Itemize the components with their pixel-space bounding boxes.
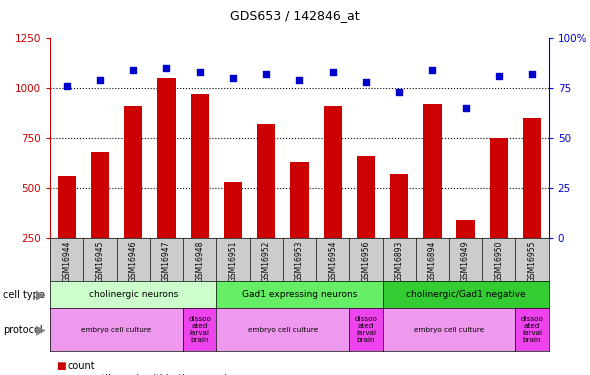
- Point: [261, 70, 271, 76]
- Text: GSM16945: GSM16945: [96, 240, 104, 282]
- Text: GSM16944: GSM16944: [63, 240, 71, 282]
- Point: [494, 73, 504, 79]
- Text: GSM16955: GSM16955: [527, 240, 536, 282]
- Bar: [91, 152, 109, 288]
- Point: [394, 88, 404, 94]
- Bar: [257, 124, 276, 288]
- Text: GSM16948: GSM16948: [195, 240, 204, 282]
- Text: GSM16952: GSM16952: [262, 240, 271, 282]
- Point: [62, 82, 71, 88]
- Text: GDS653 / 142846_at: GDS653 / 142846_at: [230, 9, 360, 22]
- Text: embryo cell culture: embryo cell culture: [81, 327, 152, 333]
- Bar: [357, 156, 375, 288]
- Bar: [224, 182, 242, 288]
- Text: dissoo
ated
larval
brain: dissoo ated larval brain: [355, 316, 378, 344]
- Text: embryo cell culture: embryo cell culture: [414, 327, 484, 333]
- Text: embryo cell culture: embryo cell culture: [248, 327, 318, 333]
- Point: [195, 69, 205, 75]
- Text: cholinergic/Gad1 negative: cholinergic/Gad1 negative: [406, 290, 526, 299]
- Bar: [523, 118, 541, 288]
- Point: [428, 67, 437, 73]
- Bar: [58, 176, 76, 288]
- Text: GSM16956: GSM16956: [362, 240, 371, 282]
- Text: ▶: ▶: [37, 323, 46, 336]
- Point: [328, 69, 337, 75]
- Bar: [423, 104, 441, 288]
- Bar: [191, 94, 209, 288]
- Bar: [323, 106, 342, 288]
- Text: cell type: cell type: [3, 290, 45, 300]
- Point: [361, 79, 371, 85]
- Bar: [158, 78, 176, 288]
- Point: [96, 76, 105, 82]
- Text: cholinergic neurons: cholinergic neurons: [88, 290, 178, 299]
- Point: [129, 67, 138, 73]
- Text: ■: ■: [56, 362, 66, 371]
- Bar: [290, 162, 309, 288]
- Bar: [390, 174, 408, 288]
- Bar: [490, 138, 508, 288]
- Text: GSM16949: GSM16949: [461, 240, 470, 282]
- Point: [527, 70, 537, 76]
- Text: count: count: [68, 362, 96, 371]
- Text: GSM16953: GSM16953: [295, 240, 304, 282]
- Point: [461, 105, 470, 111]
- Text: GSM16893: GSM16893: [395, 240, 404, 282]
- Bar: [124, 106, 142, 288]
- Text: GSM16947: GSM16947: [162, 240, 171, 282]
- Bar: [457, 220, 475, 288]
- Text: GSM16951: GSM16951: [228, 240, 237, 282]
- Point: [294, 76, 304, 82]
- Text: GSM16954: GSM16954: [328, 240, 337, 282]
- Text: dissoo
ated
larval
brain: dissoo ated larval brain: [188, 316, 211, 344]
- Text: ▶: ▶: [37, 288, 46, 301]
- Text: GSM16946: GSM16946: [129, 240, 137, 282]
- Point: [228, 75, 238, 81]
- Text: protocol: protocol: [3, 325, 42, 335]
- Text: dissoo
ated
larval
brain: dissoo ated larval brain: [520, 316, 543, 344]
- Text: Gad1 expressing neurons: Gad1 expressing neurons: [242, 290, 357, 299]
- Text: GSM16894: GSM16894: [428, 240, 437, 282]
- Text: GSM16950: GSM16950: [494, 240, 503, 282]
- Point: [162, 64, 171, 70]
